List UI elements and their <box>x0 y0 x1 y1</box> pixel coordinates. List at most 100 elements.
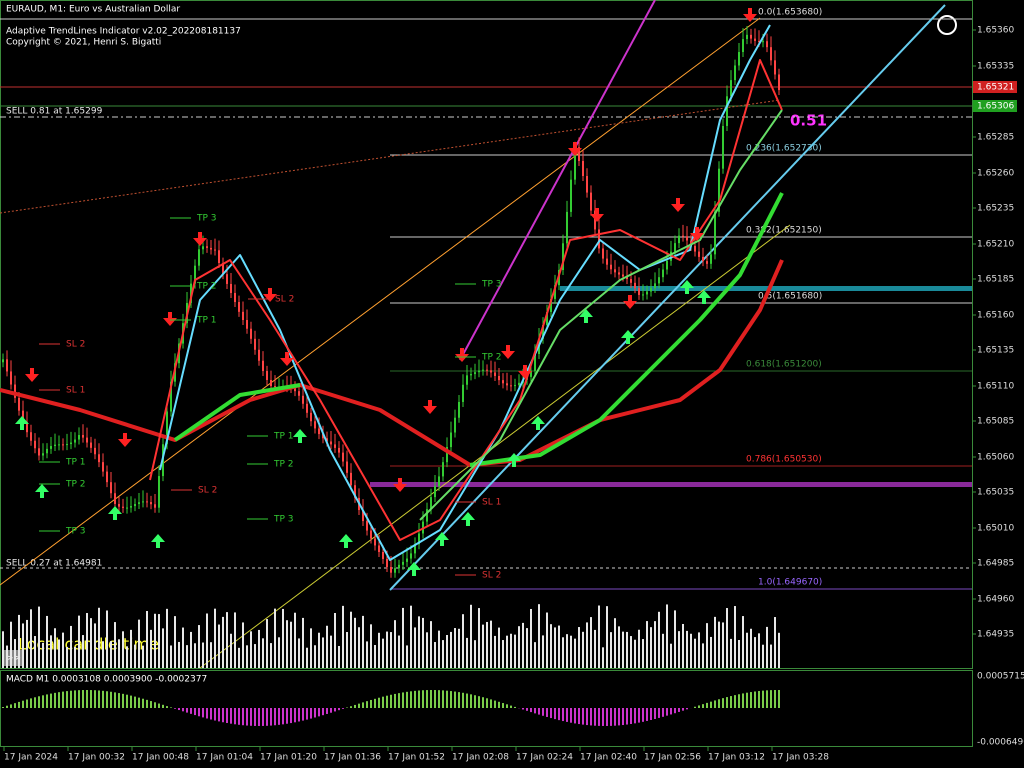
time-label: 17 Jan 02:56 <box>644 753 701 763</box>
volume-bar <box>562 637 564 668</box>
trend-line <box>0 99 781 214</box>
candle <box>470 374 472 376</box>
candle <box>546 311 548 325</box>
volume-bar <box>682 623 684 668</box>
macd-bar <box>734 695 736 708</box>
bid-badge <box>973 81 1017 93</box>
macd-bar <box>234 708 236 725</box>
volume-bar <box>762 644 764 668</box>
candle <box>678 235 680 244</box>
sell-arrow <box>423 400 437 414</box>
candle <box>618 272 620 275</box>
macd-bar <box>398 693 400 708</box>
candle <box>334 444 336 448</box>
target-label: TP 1 <box>65 458 86 468</box>
target-label: TP 1 <box>273 432 294 442</box>
sell-arrow <box>671 198 685 212</box>
price-label: 1.65110 <box>977 382 1014 392</box>
candle <box>310 412 312 422</box>
candle <box>78 435 80 440</box>
candle <box>94 447 96 455</box>
candle <box>262 360 264 372</box>
macd-bar <box>666 708 668 716</box>
volume-bar <box>374 645 376 668</box>
candle <box>706 261 708 264</box>
macd-bar <box>462 692 464 708</box>
candle <box>346 461 348 473</box>
scroll-button-label[interactable]: >> <box>6 654 21 664</box>
time-label: 17 Jan 01:52 <box>388 753 445 763</box>
buy-arrow <box>108 506 122 520</box>
volume-bar <box>22 623 24 668</box>
macd-bar <box>66 691 68 708</box>
macd-bar <box>282 708 284 725</box>
candle <box>654 283 656 289</box>
macd-bar <box>694 706 696 708</box>
macd-bar <box>598 708 600 726</box>
macd-bar <box>250 708 252 726</box>
volume-bar <box>338 645 340 668</box>
macd-bar <box>514 706 516 708</box>
macd-bar <box>54 692 56 708</box>
candle <box>146 501 148 503</box>
buy-arrow <box>680 280 694 294</box>
volume-bar <box>46 615 48 668</box>
candle <box>354 485 356 498</box>
target-label: TP 1 <box>196 316 217 326</box>
candle <box>398 564 400 569</box>
candle <box>598 229 600 249</box>
macd-bar <box>10 704 12 708</box>
macd-bar <box>714 700 716 708</box>
target-label: TP 2 <box>273 460 294 470</box>
volume-bar <box>474 640 476 668</box>
volume-bar <box>694 638 696 668</box>
price-label: 1.65010 <box>977 524 1014 534</box>
volume-bar <box>666 604 668 668</box>
macd-bar <box>214 708 216 721</box>
volume-bar <box>402 607 404 668</box>
volume-bar <box>138 619 140 668</box>
volume-bar <box>770 644 772 668</box>
candle <box>434 486 436 498</box>
macd-bar <box>130 695 132 708</box>
volume-bar <box>178 641 180 668</box>
candle <box>742 39 744 53</box>
candle <box>102 462 104 472</box>
macd-bar <box>18 701 20 708</box>
macd-bar <box>658 708 660 718</box>
macd-bar <box>382 696 384 708</box>
macd-bar <box>682 708 684 711</box>
macd-bar <box>434 690 436 708</box>
macd-bar <box>350 706 352 708</box>
volume-bar <box>262 638 264 668</box>
macd-bar <box>326 708 328 714</box>
volume-bar <box>314 645 316 668</box>
candle <box>298 391 300 396</box>
candle <box>254 338 256 350</box>
macd-bar <box>386 695 388 708</box>
macd-bar <box>182 708 184 712</box>
volume-bar <box>434 642 436 668</box>
volume-bar <box>606 606 608 668</box>
volume-bar <box>538 604 540 668</box>
sell-arrow <box>163 312 177 326</box>
volume-bar <box>646 621 648 668</box>
macd-bar <box>194 708 196 716</box>
macd-bar <box>550 708 552 719</box>
volume-bar <box>78 615 80 668</box>
time-label: 17 Jan 00:32 <box>68 753 125 763</box>
macd-bar <box>174 708 176 709</box>
candle <box>142 501 144 503</box>
macd-bar <box>322 708 324 716</box>
macd-bar <box>730 696 732 708</box>
volume-bar <box>2 631 4 668</box>
main-frame <box>0 0 973 669</box>
volume-bar <box>498 627 500 668</box>
candle <box>138 502 140 505</box>
volume-bar <box>730 638 732 668</box>
candle <box>498 375 500 381</box>
candle <box>362 510 364 522</box>
price-label: 1.65285 <box>977 133 1014 143</box>
candle <box>374 538 376 546</box>
candle <box>122 506 124 508</box>
